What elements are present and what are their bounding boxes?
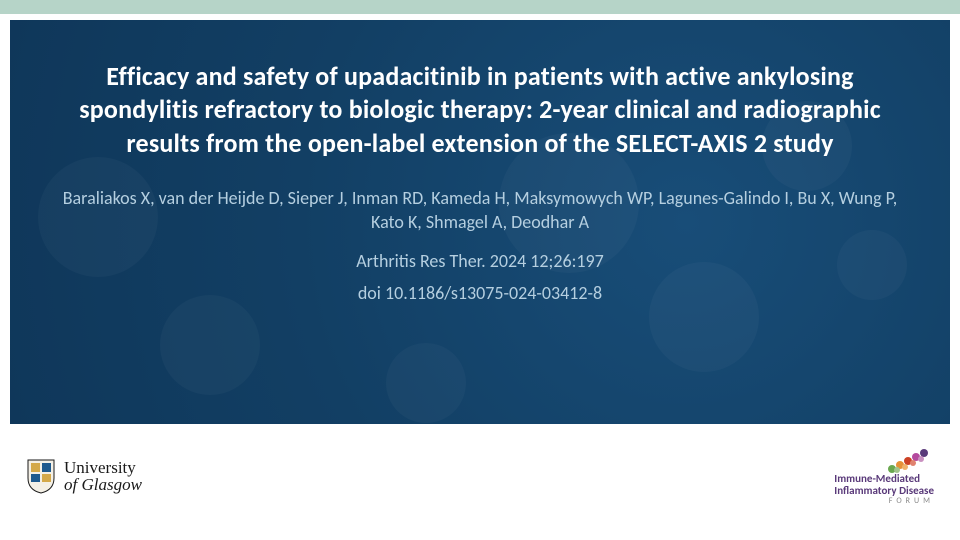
imid-dot <box>902 464 908 470</box>
doi-text: doi 10.1186/s13075-024-03412-8 <box>358 282 602 304</box>
imid-line1: Immune-Mediated <box>834 473 920 485</box>
bokeh-circle <box>837 230 907 300</box>
imid-forum-label: FORUM <box>834 497 934 506</box>
bokeh-circle <box>386 343 466 423</box>
university-of-prefix: of <box>64 475 81 494</box>
bokeh-circle <box>649 262 759 372</box>
university-name-line1: University <box>64 459 142 476</box>
footer-bar: University of Glasgow Immune-Mediated In… <box>0 430 960 540</box>
imid-dot <box>910 460 916 466</box>
university-name-line2: of Glasgow <box>64 476 142 493</box>
university-name: University of Glasgow <box>64 459 142 493</box>
imid-forum-logo: Immune-Mediated Inflammatory Disease FOR… <box>834 447 934 506</box>
bokeh-circle <box>160 295 260 395</box>
author-list: Baraliakos X, van der Heijde D, Sieper J… <box>60 186 900 235</box>
imid-dot <box>894 467 900 473</box>
imid-dot <box>918 456 924 462</box>
journal-citation: Arthritis Res Ther. 2024 12;26:197 <box>356 250 604 272</box>
imid-line2: Inflammatory Disease <box>834 485 934 497</box>
top-accent-bar <box>0 0 960 14</box>
title-panel: Efficacy and safety of upadacitinib in p… <box>10 20 950 424</box>
slide-title: Efficacy and safety of upadacitinib in p… <box>60 60 900 160</box>
university-crest-icon <box>26 458 56 494</box>
university-city: Glasgow <box>81 475 141 494</box>
imid-dots-icon <box>882 447 928 471</box>
university-logo: University of Glasgow <box>26 458 142 494</box>
